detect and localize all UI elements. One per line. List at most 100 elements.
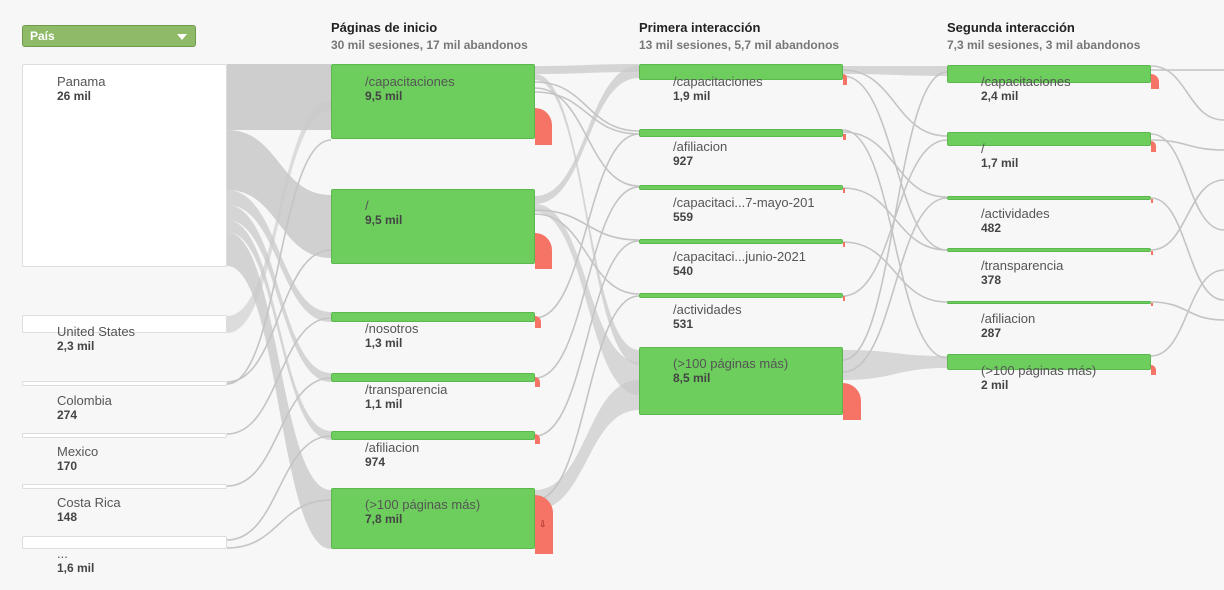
dropoff-marker	[1151, 365, 1156, 375]
node-label: /1,7 mil	[981, 141, 1018, 170]
node-value: 170	[57, 459, 78, 473]
node-value: 974	[365, 455, 386, 469]
dimension-dropdown[interactable]: País	[22, 25, 196, 47]
dropoff-marker	[843, 242, 845, 247]
node-value: 274	[57, 408, 78, 422]
flow-line	[842, 197, 948, 373]
second-interaction-node-afiliacion[interactable]	[947, 301, 1151, 304]
node-name: /actividades	[981, 206, 1050, 221]
column-subtitle: 30 mil sesiones, 17 mil abandonos	[331, 38, 528, 52]
node-value: 1,6 mil	[57, 561, 95, 575]
node-value: 927	[673, 154, 694, 168]
flow-line	[534, 186, 640, 379]
flow-line	[842, 241, 948, 303]
dropoff-marker	[535, 434, 540, 444]
start-page-node-home[interactable]	[331, 189, 535, 264]
flow-line	[842, 69, 948, 137]
node-value: 26 mil	[57, 89, 92, 103]
country-label: United States 2,3 mil	[57, 324, 135, 353]
country-node-mexico[interactable]	[22, 433, 227, 438]
dropoff-marker	[843, 383, 861, 420]
flow-ribbon	[227, 64, 331, 130]
dropoff-marker	[1151, 74, 1159, 89]
flow-ribbon	[843, 350, 947, 380]
second-interaction-node-more-pages[interactable]	[947, 354, 1151, 370]
column-title: Primera interacción	[639, 20, 761, 35]
dropoff-marker	[1151, 199, 1153, 203]
node-name: /capacitaciones	[981, 74, 1071, 89]
node-value: 2,4 mil	[981, 89, 1019, 103]
flow-ribbon	[535, 380, 639, 510]
first-interaction-node-afiliacion[interactable]	[639, 129, 843, 137]
node-value: 378	[981, 273, 1002, 287]
node-value: 2,3 mil	[57, 339, 95, 353]
node-name: /capacitaci...7-mayo-201	[673, 195, 815, 210]
node-name: Colombia	[57, 393, 112, 408]
second-interaction-node-actividades[interactable]	[947, 196, 1151, 200]
second-interaction-node-capacitaciones[interactable]	[947, 65, 1151, 83]
flow-ribbon	[535, 74, 639, 365]
node-name: (>100 páginas más)	[673, 356, 789, 371]
first-interaction-node-more-pages[interactable]	[639, 347, 843, 415]
node-name: /afiliacion	[365, 440, 420, 455]
node-label: /capacitaciones 2,4 mil	[981, 74, 1071, 103]
column-title: Páginas de inicio	[331, 20, 438, 35]
node-value: 1,9 mil	[673, 89, 711, 103]
dropoff-marker	[843, 188, 845, 193]
node-name: Costa Rica	[57, 495, 121, 510]
node-label: /afiliacion 287	[981, 311, 1035, 340]
node-value: 287	[981, 326, 1002, 340]
flow-line	[1150, 139, 1224, 151]
node-name: /transparencia	[365, 382, 448, 397]
flow-line	[1150, 269, 1224, 357]
node-label: (>100 páginas más) 8,5 mil	[673, 356, 788, 385]
first-interaction-node-capacitaciones[interactable]	[639, 64, 843, 80]
flow-ribbon	[843, 66, 947, 76]
node-name: /	[365, 198, 369, 213]
flow-line	[842, 71, 948, 361]
flow-line	[534, 240, 640, 437]
node-label: (>100 páginas más) 2 mil	[981, 363, 1096, 392]
country-node-united-states[interactable]	[22, 315, 227, 333]
start-page-node-transparencia[interactable]	[331, 373, 535, 382]
node-value: 2 mil	[981, 378, 1009, 392]
first-interaction-node-actividades[interactable]	[639, 293, 843, 298]
node-value: 531	[673, 317, 694, 331]
country-node-panama[interactable]	[22, 64, 227, 267]
dropoff-marker	[843, 296, 845, 301]
node-name: ...	[57, 546, 68, 561]
country-node-costa-rica[interactable]	[22, 484, 227, 489]
flow-ribbon	[227, 232, 331, 549]
column-header-first-interaction: Primera interacción 13 mil sesiones, 5,7…	[639, 20, 839, 52]
node-name: Mexico	[57, 444, 99, 459]
flow-line	[226, 139, 332, 385]
country-label: Colombia 274	[57, 393, 112, 422]
country-node-other[interactable]	[22, 536, 227, 549]
node-value: 7,8 mil	[365, 512, 403, 526]
flow-ribbon	[227, 220, 331, 440]
node-value: 1,1 mil	[365, 397, 403, 411]
node-label: /transparencia 1,1 mil	[365, 382, 447, 411]
flow-ribbon	[227, 205, 331, 382]
start-page-node-nosotros[interactable]	[331, 312, 535, 322]
first-interaction-node-capacitaciones-junio[interactable]	[639, 239, 843, 244]
column-subtitle: 13 mil sesiones, 5,7 mil abandonos	[639, 38, 840, 52]
node-name: /afiliacion	[981, 311, 1036, 326]
flow-ribbon	[535, 64, 639, 74]
flow-line	[534, 91, 640, 135]
node-value: 9,5 mil	[365, 213, 403, 227]
start-page-node-capacitaciones[interactable]	[331, 64, 535, 139]
node-name: United States	[57, 324, 136, 339]
country-node-colombia[interactable]	[22, 381, 227, 386]
node-name: /capacitaciones	[365, 74, 455, 89]
second-interaction-node-home[interactable]	[947, 132, 1151, 146]
node-name: /	[981, 141, 985, 156]
second-interaction-node-transparencia[interactable]	[947, 248, 1151, 252]
start-page-node-more-pages[interactable]	[331, 488, 535, 549]
node-value: 1,7 mil	[981, 156, 1019, 170]
dropoff-marker	[1151, 251, 1153, 255]
first-interaction-node-capacitaciones-mayo[interactable]	[639, 185, 843, 190]
node-name: /capacitaciones	[673, 74, 763, 89]
country-label: ... 1,6 mil	[57, 546, 94, 575]
start-page-node-afiliacion[interactable]	[331, 431, 535, 440]
